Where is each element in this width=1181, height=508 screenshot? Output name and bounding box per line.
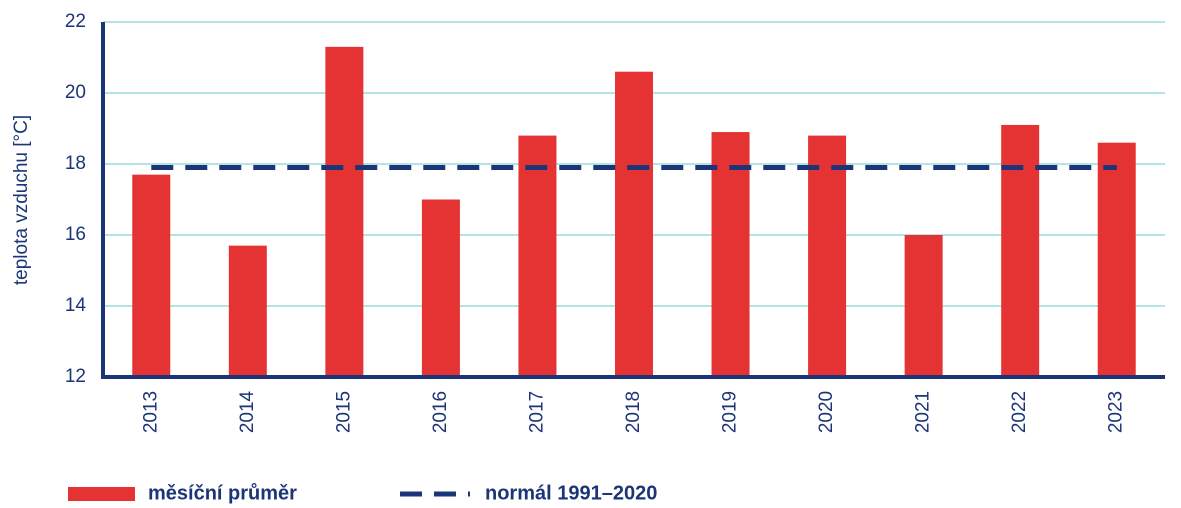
bar (711, 132, 750, 377)
y-tick-label: 18 (65, 153, 86, 174)
bar (808, 135, 847, 377)
bar (518, 135, 557, 377)
x-tick-label: 2023 (1106, 391, 1127, 433)
x-tick-label: 2021 (913, 391, 934, 433)
x-tick-label: 2017 (526, 391, 547, 433)
x-tick-label: 2015 (333, 391, 354, 433)
y-axis-label: teplota vzduchu [°C] (11, 115, 32, 285)
y-tick-label: 20 (65, 82, 86, 103)
x-tick-label: 2020 (816, 391, 837, 433)
legend-swatch (68, 487, 135, 501)
bar (1097, 142, 1136, 377)
x-tick-label: 2022 (1009, 391, 1030, 433)
y-tick-label: 12 (65, 366, 86, 387)
y-tick-label: 16 (65, 224, 86, 245)
x-tick-label: 2019 (720, 391, 741, 433)
y-tick-label: 14 (65, 295, 87, 316)
x-tick-label: 2016 (430, 391, 451, 433)
legend-label: měsíční průměr (148, 482, 297, 504)
bar (132, 174, 171, 377)
x-tick-label: 2013 (140, 391, 161, 433)
bar (1001, 124, 1040, 377)
x-tick-label: 2018 (623, 391, 644, 433)
bar (904, 235, 943, 377)
bar (325, 46, 364, 377)
x-tick-label: 2014 (237, 390, 258, 433)
bar (421, 199, 460, 377)
legend-label: normál 1991–2020 (485, 482, 657, 504)
bar (615, 71, 653, 377)
bar (228, 245, 267, 377)
y-tick-label: 22 (65, 11, 86, 32)
